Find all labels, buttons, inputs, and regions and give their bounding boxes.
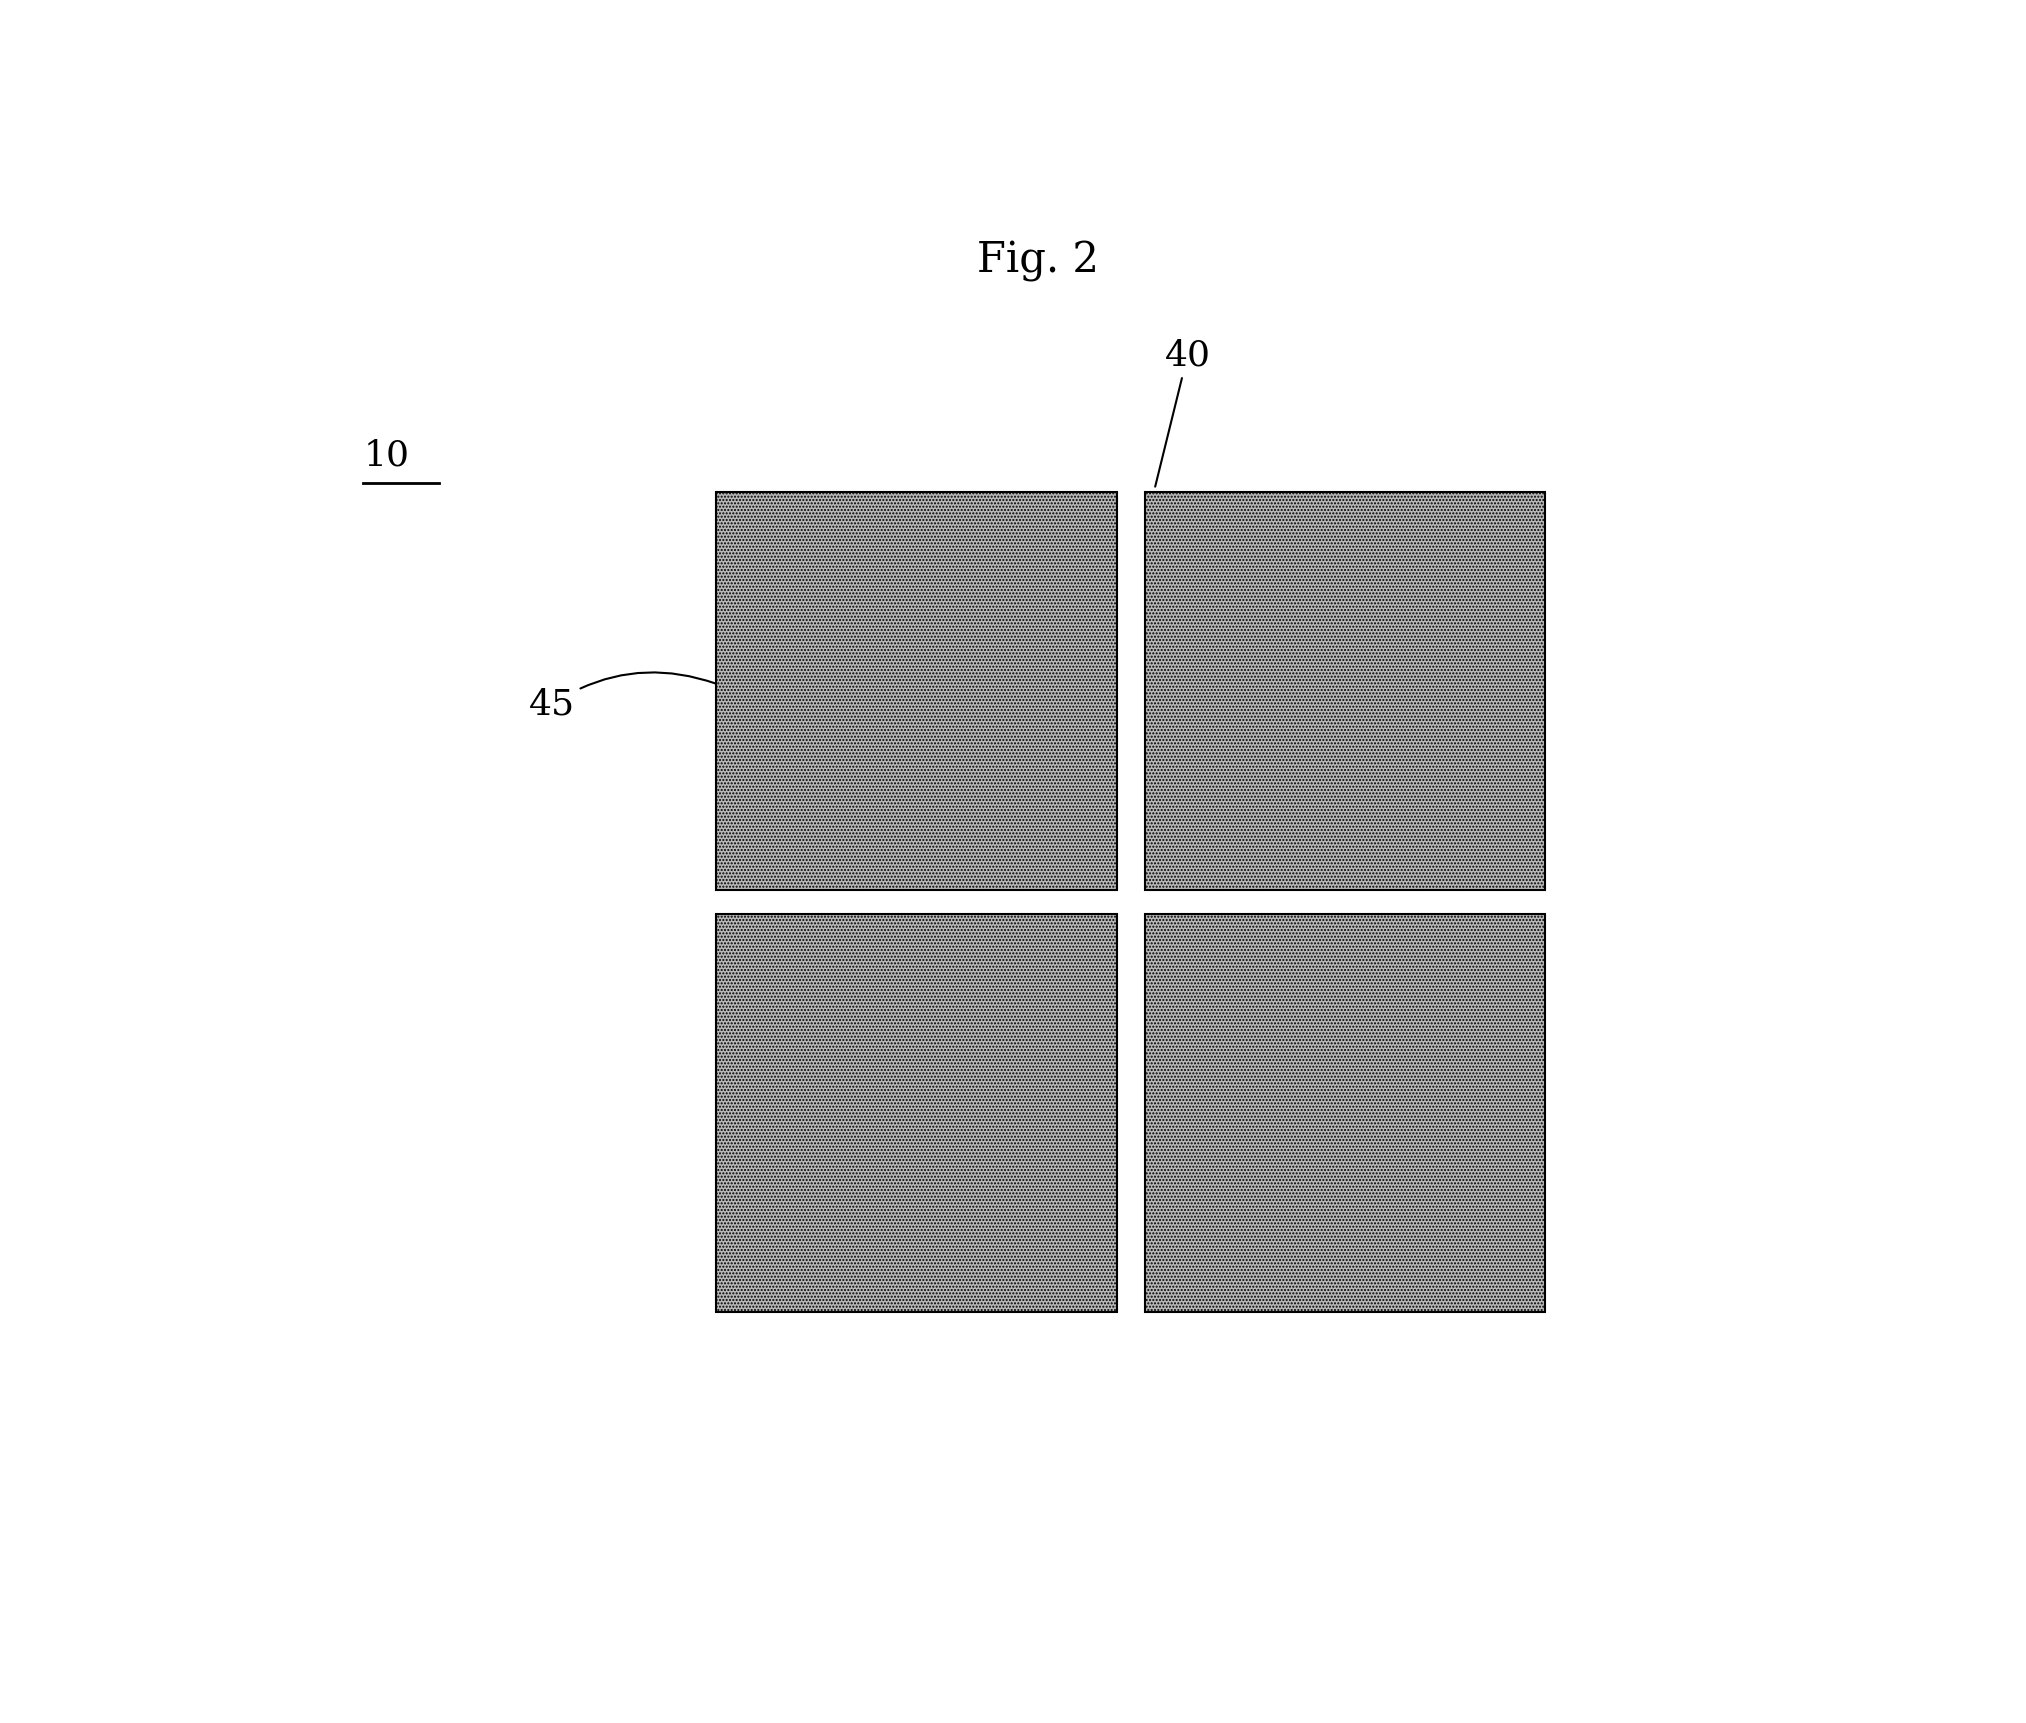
Bar (1145, 913, 1546, 1311)
Bar (1145, 493, 1546, 891)
Text: 40: 40 (1155, 339, 1210, 486)
Text: Fig. 2: Fig. 2 (977, 239, 1100, 283)
Text: 10: 10 (363, 438, 409, 472)
Text: 45: 45 (529, 672, 715, 722)
Bar (717, 493, 1116, 891)
Bar (717, 913, 1116, 1311)
